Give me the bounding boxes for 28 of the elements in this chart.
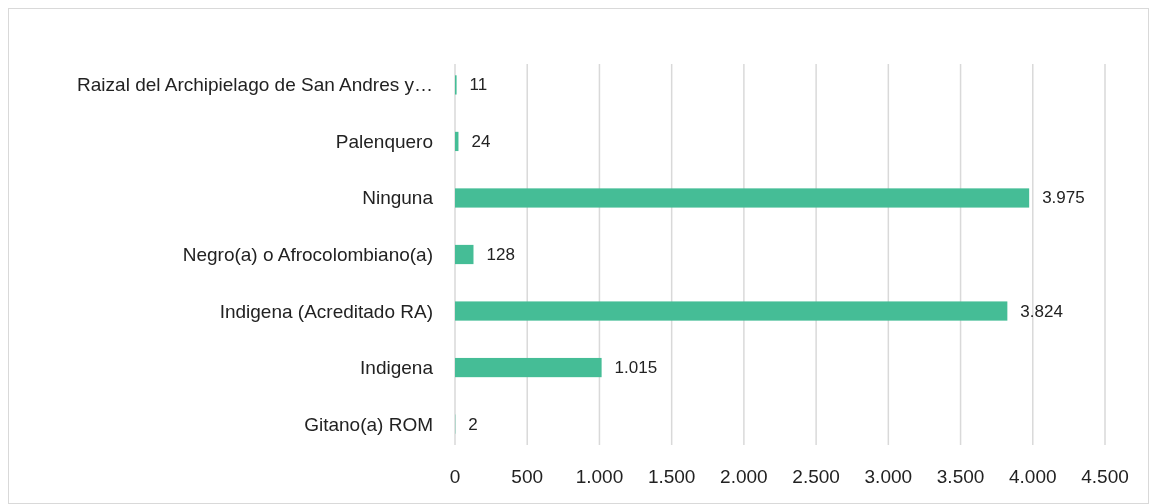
bar xyxy=(455,301,1008,321)
x-tick-label: 3.500 xyxy=(936,465,985,487)
y-tick-label: Palenquero xyxy=(335,130,433,152)
data-label: 3.975 xyxy=(1042,188,1085,208)
x-tick-label: 1.500 xyxy=(647,465,696,487)
x-tick-label: 0 xyxy=(449,465,461,487)
x-tick-label: 4.000 xyxy=(1009,465,1057,487)
y-tick-label: Raizal del Archipielago de San Andres y… xyxy=(77,74,433,96)
x-tick-label: 2.500 xyxy=(792,465,840,487)
data-label: 3.824 xyxy=(1020,301,1063,321)
bar xyxy=(455,244,474,265)
data-label: 2 xyxy=(468,414,478,434)
y-tick-label: Gitano(a) ROM xyxy=(304,413,433,435)
data-label: 128 xyxy=(486,245,515,264)
x-tick-label: 4.500 xyxy=(1081,465,1129,487)
data-label: 24 xyxy=(471,131,491,151)
x-tick-label: 500 xyxy=(511,465,544,487)
y-tick-label: Negro(a) o Afrocolombiano(a) xyxy=(182,244,433,265)
y-tick-label: Ninguna xyxy=(362,187,434,209)
data-label: 11 xyxy=(469,75,488,95)
bar xyxy=(455,188,1030,208)
y-tick-label: Indigena (Acreditado RA) xyxy=(219,300,433,322)
bar xyxy=(455,357,602,378)
x-tick-label: 1.000 xyxy=(575,465,624,487)
data-label: 1.015 xyxy=(614,358,658,378)
x-tick-label: 2.000 xyxy=(720,465,768,487)
y-tick-label: Indigena xyxy=(360,357,434,379)
x-tick-label: 3.000 xyxy=(864,465,913,487)
